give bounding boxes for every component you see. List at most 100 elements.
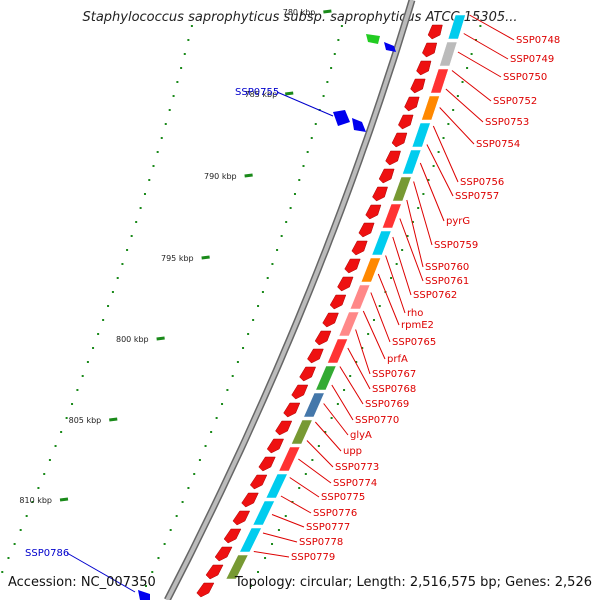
gene-arrow	[322, 312, 339, 328]
cog-segment	[360, 257, 381, 283]
tick-dot	[92, 347, 95, 349]
scale-tick	[244, 173, 253, 178]
cog-segment	[338, 311, 360, 337]
tick-dot	[102, 319, 105, 321]
tick-dot	[470, 53, 473, 55]
tick-dot	[242, 347, 245, 349]
cog-segment	[315, 365, 337, 391]
cog-segment	[291, 419, 313, 445]
tick-dot	[333, 53, 336, 55]
gene-arrow	[214, 546, 233, 562]
scale-label: 800 kbp	[116, 335, 149, 344]
tick-dot	[164, 123, 167, 125]
leader-line	[406, 199, 424, 268]
tick-dot	[252, 319, 255, 321]
gene-arrow	[205, 564, 224, 580]
scale-label: 790 kbp	[204, 172, 237, 181]
gene-label: upp	[343, 446, 362, 457]
cog-segment	[252, 500, 275, 526]
gene-label: pyrG	[446, 216, 470, 227]
summary-text: Topology: circular; Length: 2,516,575 bp…	[234, 575, 592, 590]
gene-arrow-blue	[352, 118, 366, 132]
leader-line	[469, 14, 515, 41]
gene-arrow	[291, 384, 309, 400]
gene-label: SSP0775	[321, 492, 365, 503]
gene-arrow	[422, 42, 438, 58]
leader-line	[451, 70, 492, 102]
cog-segment	[327, 338, 348, 364]
tick-dot	[306, 151, 309, 153]
tick-dot	[204, 445, 207, 447]
tick-dot	[221, 403, 224, 405]
tick-dot	[231, 375, 234, 377]
tick-dot	[311, 459, 314, 461]
tick-dot	[422, 193, 425, 195]
gene-arrow	[314, 330, 332, 346]
gene-label: SSP0750	[503, 72, 547, 83]
tick-dot	[437, 151, 440, 153]
tick-dot	[148, 179, 151, 181]
tick-dot	[452, 109, 455, 111]
tick-dot	[210, 431, 213, 433]
gene-arrow	[391, 132, 408, 148]
tick-dot	[215, 417, 218, 419]
cog-segment	[430, 68, 449, 94]
leader-line	[280, 495, 312, 514]
tick-dot	[298, 487, 301, 489]
gene-label: SSP0749	[510, 54, 554, 65]
gene-label: SSP0767	[372, 369, 416, 380]
tick-dot	[411, 221, 414, 223]
tick-dot	[43, 473, 46, 475]
gene-label: SSP0770	[355, 415, 399, 426]
gene-arrow	[329, 294, 347, 310]
scale-label: 785 kbp	[245, 90, 278, 99]
leader-line	[432, 125, 459, 183]
tick-dot	[447, 123, 450, 125]
gene-label: rho	[407, 308, 423, 319]
gene-label: SSP0786	[25, 548, 69, 559]
leader-line	[253, 551, 290, 558]
tick-dots	[1, 25, 482, 587]
cog-segment	[265, 473, 288, 499]
scale-tick	[59, 497, 69, 502]
leader-line	[377, 273, 400, 326]
tick-dot	[121, 263, 124, 265]
tick-dot	[343, 389, 346, 391]
leader-line	[314, 421, 342, 452]
tick-dot	[372, 319, 375, 321]
tick-dot	[247, 333, 250, 335]
tick-dot	[367, 333, 370, 335]
backbone-edge	[164, 0, 416, 600]
tick-dot	[187, 487, 190, 489]
tick-dot	[264, 557, 267, 559]
tick-dot	[324, 431, 327, 433]
scale-label: 805 kbp	[69, 416, 102, 425]
tick-dot	[257, 305, 260, 307]
gene-label: SSP0762	[413, 290, 457, 301]
cog-segment	[303, 392, 325, 418]
tick-dot	[280, 235, 283, 237]
tick-dot	[139, 207, 142, 209]
leader-line	[413, 181, 433, 246]
genes	[138, 24, 443, 600]
leader-line	[457, 51, 502, 78]
tick-dot	[31, 501, 34, 503]
gene-label: rpmE2	[401, 320, 434, 331]
gene-arrow	[398, 114, 414, 130]
gene-arrow	[241, 492, 259, 508]
gene-arrow	[385, 150, 401, 166]
tick-dot	[236, 361, 239, 363]
tick-dot	[349, 375, 352, 377]
tick-dot	[432, 165, 435, 167]
tick-dot	[340, 25, 343, 27]
gene-label: SSP0774	[333, 478, 377, 489]
gene-arrow	[344, 258, 361, 274]
leader-line	[463, 33, 509, 60]
tick-dot	[151, 571, 154, 573]
gene-label: SSP0760	[425, 262, 469, 273]
tick-dot	[135, 221, 138, 223]
tick-dot	[187, 39, 190, 41]
tick-dot	[175, 515, 178, 517]
leader-line	[385, 255, 406, 314]
